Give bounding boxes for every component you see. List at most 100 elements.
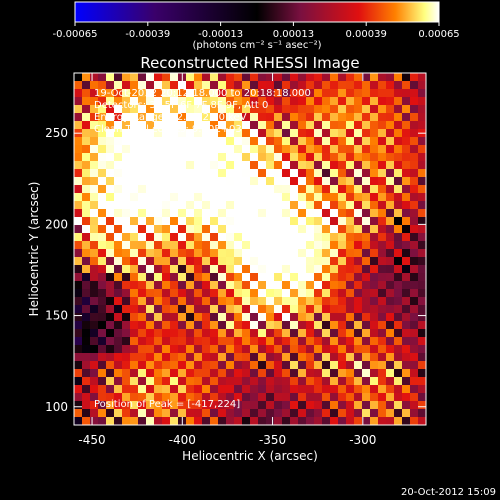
heatmap-cell [258, 393, 267, 402]
heatmap-cell [298, 313, 307, 322]
heatmap-cell [394, 433, 403, 442]
heatmap-cell [322, 297, 331, 306]
heatmap-cell [138, 241, 147, 250]
heatmap-cell [322, 121, 331, 130]
heatmap-cell [186, 345, 195, 354]
heatmap-cell [306, 329, 315, 338]
heatmap-cell [410, 73, 419, 82]
heatmap-cell [354, 289, 363, 298]
heatmap-cell [314, 225, 323, 234]
heatmap-cell [386, 233, 395, 242]
heatmap-cell [410, 121, 419, 130]
colorbar-tick-label: 0.00039 [346, 29, 387, 40]
heatmap-cell [122, 361, 131, 370]
heatmap-cell [394, 161, 403, 170]
heatmap-cell [138, 401, 147, 410]
heatmap-cell [274, 257, 283, 266]
heatmap-cell [402, 225, 411, 234]
heatmap-cell [170, 201, 179, 210]
heatmap-cell [258, 201, 267, 210]
heatmap-cell [82, 129, 91, 138]
heatmap-cell [346, 225, 355, 234]
heatmap-cell [282, 161, 291, 170]
heatmap-cell [314, 361, 323, 370]
heatmap-cell [146, 289, 155, 298]
heatmap-cell [162, 145, 171, 154]
heatmap-cell [114, 329, 123, 338]
heatmap-cell [274, 81, 283, 90]
heatmap-cell [306, 177, 315, 186]
heatmap-cell [370, 385, 379, 394]
heatmap-cell [194, 417, 203, 425]
heatmap-cell [298, 193, 307, 202]
heatmap-cell [250, 113, 259, 122]
heatmap-cell [242, 193, 251, 202]
heatmap-cell [418, 377, 426, 386]
heatmap-cell [290, 81, 299, 90]
heatmap-cell [178, 361, 187, 370]
heatmap-cell [426, 217, 435, 226]
heatmap-cell [154, 425, 163, 434]
heatmap-cell [338, 249, 347, 258]
heatmap-cell [426, 121, 435, 130]
heatmap-cell [290, 401, 299, 410]
heatmap-cell [386, 361, 395, 370]
heatmap-cell [250, 377, 259, 386]
heatmap-cell [154, 313, 163, 322]
heatmap-cell [250, 201, 259, 210]
heatmap-cell [410, 329, 419, 338]
heatmap-cell [314, 113, 323, 122]
heatmap-cell [210, 217, 219, 226]
heatmap-cell [426, 97, 435, 106]
heatmap-cell [74, 265, 83, 274]
heatmap-cell [90, 329, 99, 338]
heatmap-cell [154, 241, 163, 250]
heatmap-cell [362, 385, 371, 394]
heatmap-cell [298, 425, 307, 434]
heatmap-cell [322, 161, 331, 170]
heatmap-cell [402, 433, 411, 442]
heatmap-cell [250, 97, 259, 106]
heatmap-cell [386, 289, 395, 298]
heatmap-cell [314, 145, 323, 154]
heatmap-cell [354, 305, 363, 314]
heatmap-cell [218, 145, 227, 154]
heatmap-cell [402, 153, 411, 162]
heatmap-cell [218, 137, 227, 146]
heatmap-cell [266, 313, 275, 322]
heatmap-cell [194, 209, 203, 218]
heatmap-cell [266, 193, 275, 202]
heatmap-cell [314, 209, 323, 218]
heatmap-cell [138, 257, 147, 266]
heatmap-cell [82, 177, 91, 186]
heatmap-cell [402, 233, 411, 242]
heatmap-cell [226, 185, 235, 194]
heatmap-cell [226, 73, 235, 82]
heatmap-cell [194, 193, 203, 202]
heatmap-cell [122, 153, 131, 162]
heatmap-cell [178, 241, 187, 250]
heatmap-cell [354, 113, 363, 122]
heatmap-cell [322, 417, 331, 425]
heatmap-cell [130, 265, 139, 274]
heatmap-cell [90, 417, 99, 425]
annotation-line: Detectors: 3F 5F 6F 7F 8F 9F, Att 0 [94, 100, 268, 111]
heatmap-cell [298, 217, 307, 226]
heatmap-cell [98, 409, 107, 418]
heatmap-cell [74, 81, 83, 90]
heatmap-cell [426, 425, 435, 434]
heatmap-cell [138, 105, 147, 114]
heatmap-cell [162, 409, 171, 418]
heatmap-cell [290, 361, 299, 370]
heatmap-cell [426, 361, 435, 370]
heatmap-cell [250, 193, 259, 202]
heatmap-cell [354, 185, 363, 194]
heatmap-cell [130, 409, 139, 418]
heatmap-cell [258, 233, 267, 242]
heatmap-cell [282, 249, 291, 258]
heatmap-cell [210, 81, 219, 90]
heatmap-cell [250, 105, 259, 114]
heatmap-cell [258, 353, 267, 362]
heatmap-cell [386, 145, 395, 154]
